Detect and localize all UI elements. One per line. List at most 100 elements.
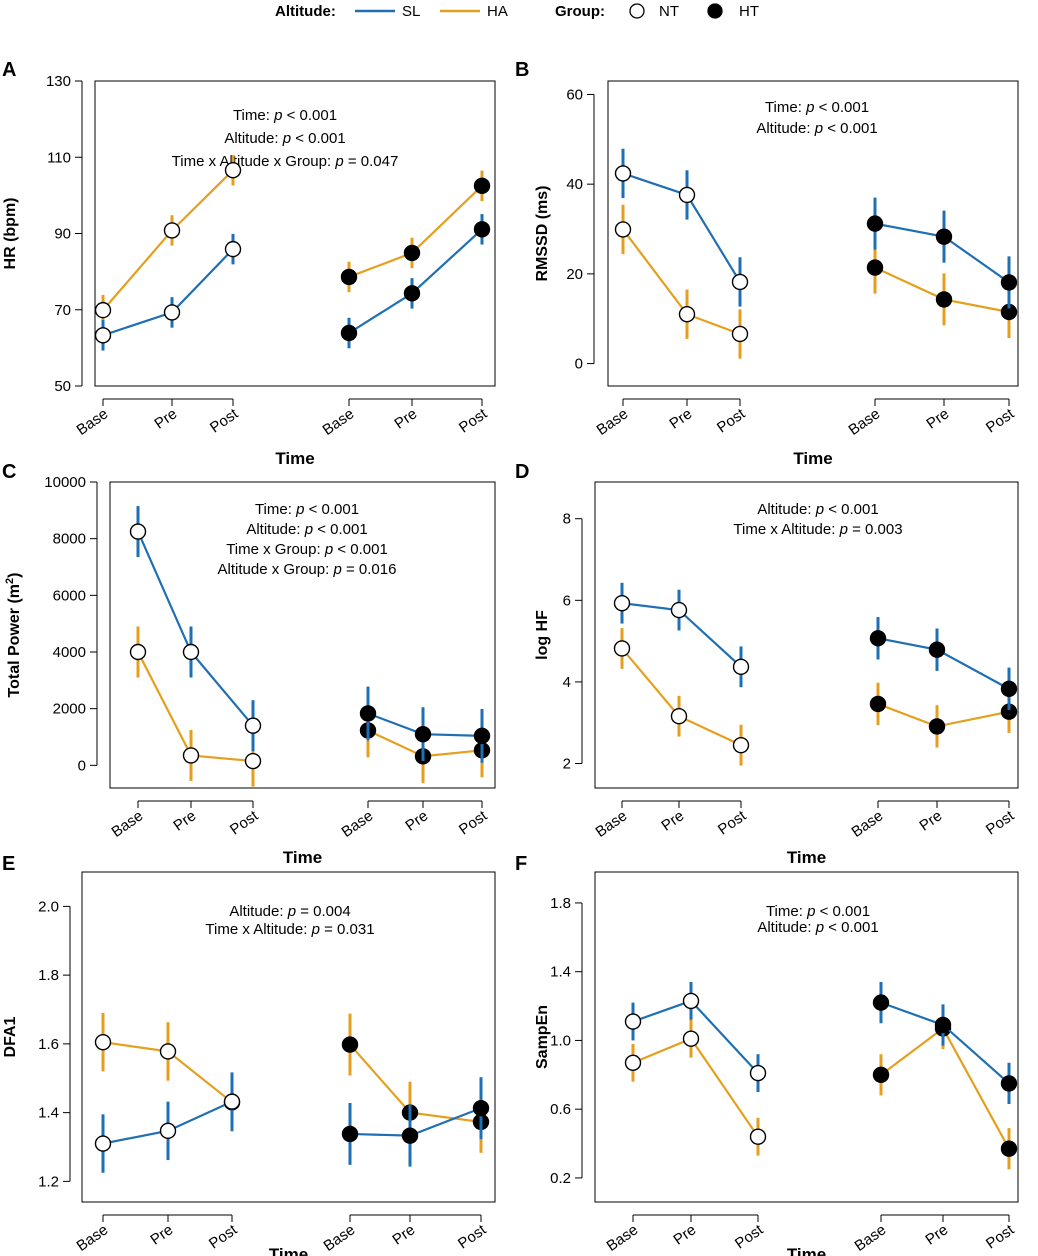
y-tick-label: 0.2	[550, 1170, 571, 1187]
data-point	[749, 1128, 767, 1145]
stat-label: Time:	[766, 903, 807, 920]
series-line	[621, 647, 742, 747]
data-point	[223, 1093, 241, 1110]
series-layer	[94, 1012, 490, 1173]
x-tick-label: Post	[983, 1221, 1018, 1253]
stat-label: Time x Altitude:	[733, 521, 839, 538]
y-tick-label: 1.4	[550, 964, 571, 981]
stat-annotation: Altitude: p < 0.001	[756, 120, 877, 137]
data-point	[614, 221, 632, 238]
data-point	[182, 643, 200, 661]
x-tick-label: Base	[604, 1221, 642, 1255]
stat-label: Altitude:	[757, 919, 815, 936]
data-point	[866, 215, 884, 232]
y-tick-label: 0.6	[550, 1101, 571, 1118]
y-tick-label: 1.8	[38, 967, 59, 984]
stat-p: p	[814, 120, 823, 137]
stat-value: < 0.001	[333, 541, 388, 558]
x-tick-label: Base	[594, 405, 632, 439]
panel-letter: B	[515, 59, 529, 81]
data-point	[678, 306, 696, 323]
legend-nt-label: NT	[659, 3, 679, 20]
stat-label: Altitude:	[246, 521, 304, 538]
stat-p: p	[805, 99, 814, 116]
series-ht-sl	[340, 214, 491, 349]
stat-p: p	[815, 919, 824, 936]
data-point	[129, 643, 147, 661]
y-tick-label: 1.0	[550, 1032, 571, 1049]
data-point	[403, 244, 421, 262]
stat-value: = 0.003	[848, 521, 903, 538]
y-axis-title-end: )	[6, 573, 23, 578]
series-nt-ha	[614, 204, 749, 359]
x-axis-title: Time	[793, 449, 832, 468]
y-tick-label: 130	[46, 73, 71, 90]
y-tick-label: 1.8	[550, 895, 571, 912]
data-point	[341, 1036, 359, 1053]
stat-p: p	[839, 521, 848, 538]
x-tick-label: Base	[593, 807, 631, 841]
stat-label: Altitude:	[756, 120, 814, 137]
stat-label: Altitude:	[224, 130, 282, 147]
y-tick-label: 0	[78, 757, 86, 774]
x-tick-label: Pre	[923, 405, 952, 432]
x-tick-label: Base	[849, 807, 887, 841]
data-point	[244, 752, 262, 770]
stat-label: Altitude x Group:	[218, 561, 334, 578]
x-tick-label: Post	[715, 807, 750, 839]
x-tick-label: Pre	[389, 1221, 418, 1248]
data-point	[1000, 680, 1018, 698]
data-point	[163, 222, 181, 239]
stat-annotation: Time: p < 0.001	[765, 99, 869, 116]
data-point	[614, 165, 632, 182]
stat-p: p	[806, 903, 815, 920]
data-point	[732, 658, 750, 676]
legend-group-title: Group:	[555, 3, 605, 20]
stat-label: Time x Altitude x Group:	[172, 153, 336, 170]
stat-label: Altitude:	[229, 903, 287, 920]
series-ht-ha	[359, 703, 491, 784]
data-point	[682, 1030, 700, 1047]
data-point	[670, 707, 688, 725]
series-ht-sl	[872, 982, 1018, 1105]
data-point	[340, 324, 358, 342]
data-point	[163, 304, 181, 321]
x-axis-title: Time	[283, 848, 322, 867]
stat-annotation: Time x Altitude: p = 0.003	[733, 521, 902, 538]
panel-letter: C	[2, 461, 16, 483]
series-line	[102, 169, 234, 311]
stat-p: p	[332, 561, 341, 578]
data-point	[1000, 274, 1018, 291]
x-tick-label: Post	[207, 405, 242, 437]
data-point	[731, 273, 749, 291]
data-point	[401, 1127, 419, 1144]
data-point	[94, 1033, 112, 1051]
y-axis-title-superscript: 2	[4, 578, 16, 584]
data-point	[94, 1135, 112, 1152]
stat-label: Altitude:	[757, 501, 815, 518]
legend-sl-label: SL	[402, 3, 420, 20]
panel-letter: F	[515, 853, 527, 875]
data-point	[866, 259, 884, 276]
series-nt-ha	[129, 626, 262, 787]
x-tick-label: Base	[321, 1221, 359, 1255]
panels: A 50 70 90 110 130 HR (bpm) Base Pre Post Base Pre P…	[2, 59, 1019, 1256]
stat-annotation: Time: p < 0.001	[233, 107, 337, 124]
stat-label: Time:	[233, 107, 274, 124]
x-tick-label: Pre	[658, 807, 687, 834]
legend-ht-marker	[707, 3, 723, 19]
legend-nt-marker	[629, 3, 645, 19]
stat-p: p	[815, 501, 824, 518]
panel-letter: E	[2, 853, 15, 875]
stat-label: Time:	[255, 501, 296, 518]
stat-value: = 0.047	[344, 153, 399, 170]
data-point	[613, 594, 631, 612]
stat-value: < 0.001	[823, 120, 878, 137]
x-tick-label: Pre	[151, 405, 180, 432]
stat-value: < 0.001	[814, 99, 869, 116]
stat-annotation: Altitude: p < 0.001	[246, 521, 367, 538]
series-layer	[614, 148, 1018, 359]
plot-frame	[594, 871, 1019, 1203]
x-tick-label: Base	[109, 807, 147, 841]
x-tick-label: Post	[206, 1221, 241, 1253]
